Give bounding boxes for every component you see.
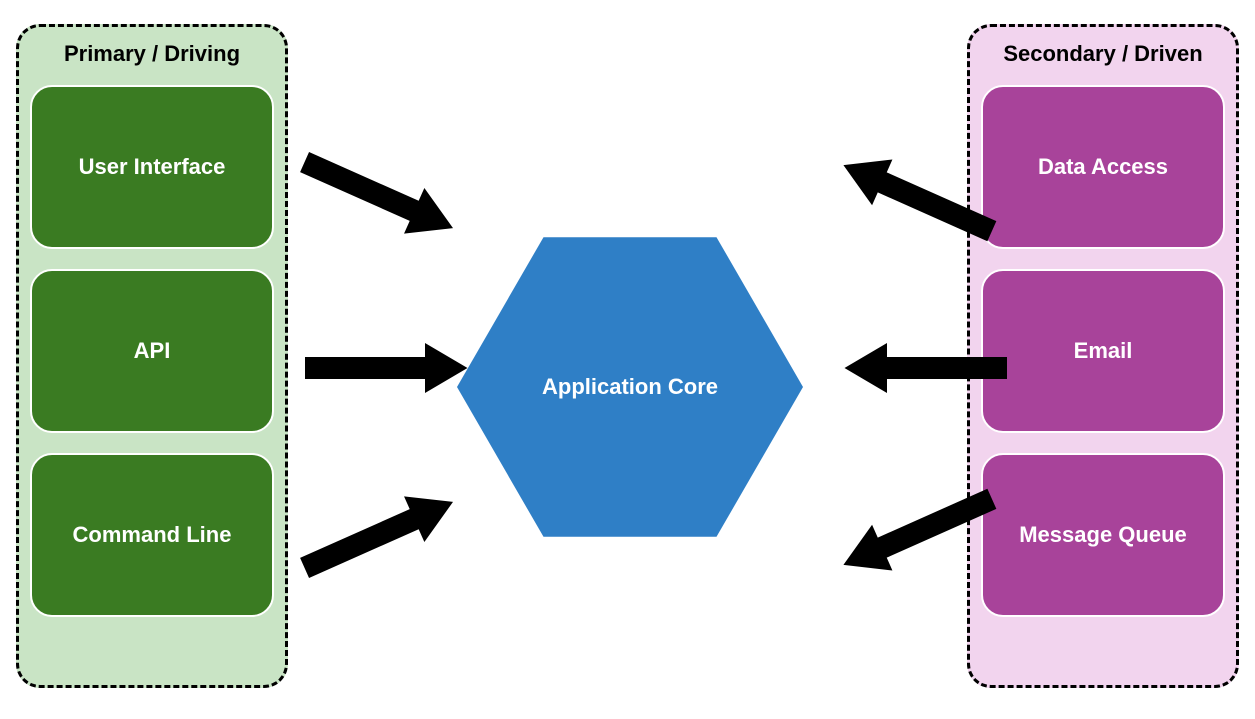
node-email: Email — [981, 269, 1225, 433]
node-data-access: Data Access — [981, 85, 1225, 249]
arrow-icon — [300, 333, 480, 403]
arrow-left-4 — [832, 333, 1012, 403]
node-label: Data Access — [1038, 154, 1168, 180]
node-label: API — [134, 338, 171, 364]
application-core-hexagon: Application Core — [455, 207, 805, 567]
arrow-icon — [832, 333, 1012, 403]
secondary-group-title: Secondary / Driven — [1003, 41, 1202, 67]
arrow-right-1 — [300, 333, 480, 403]
arrow-right-2 — [286, 465, 479, 602]
node-command-line: Command Line — [30, 453, 274, 617]
arrow-icon — [286, 128, 479, 265]
node-label: Command Line — [73, 522, 232, 548]
node-message-queue: Message Queue — [981, 453, 1225, 617]
application-core-label: Application Core — [542, 374, 718, 400]
node-label: User Interface — [79, 154, 226, 180]
primary-driving-group: Primary / Driving User Interface API Com… — [16, 24, 288, 688]
node-user-interface: User Interface — [30, 85, 274, 249]
arrow-icon — [286, 465, 479, 602]
node-api: API — [30, 269, 274, 433]
node-label: Email — [1074, 338, 1133, 364]
node-label: Message Queue — [1019, 522, 1187, 548]
arrow-right-0 — [286, 128, 479, 265]
primary-group-title: Primary / Driving — [64, 41, 240, 67]
